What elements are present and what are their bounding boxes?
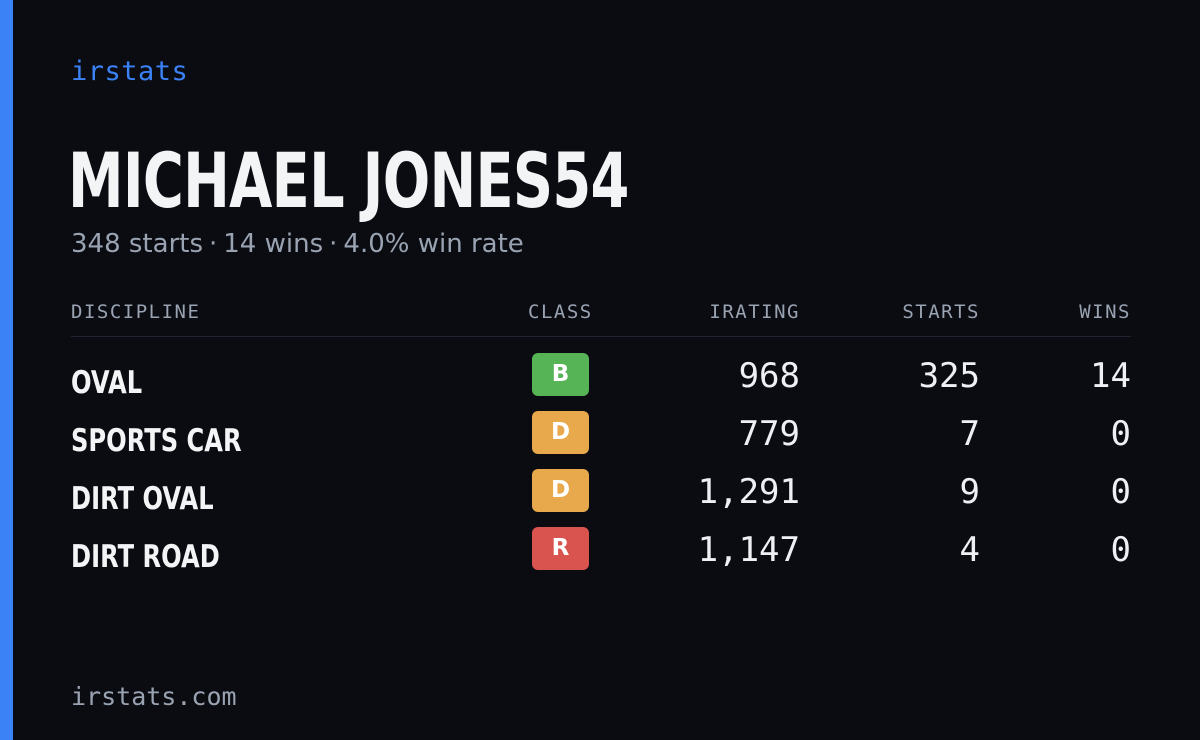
- table-row: OVAL B 968 325 14: [71, 353, 1131, 411]
- column-header-class: CLASS: [528, 301, 593, 323]
- win-rate: 4.0% win rate: [343, 229, 523, 259]
- brand-logo: irstats: [71, 56, 188, 87]
- wins-value: 14: [1090, 356, 1131, 396]
- table-row: SPORTS CAR D 779 7 0: [71, 411, 1131, 469]
- wins-value: 0: [1111, 414, 1131, 454]
- discipline-name: SPORTS CAR: [71, 423, 242, 459]
- table-row: DIRT ROAD R 1,147 4 0: [71, 527, 1131, 585]
- wins-value: 0: [1111, 472, 1131, 512]
- driver-summary: 348 starts · 14 wins · 4.0% win rate: [71, 229, 524, 259]
- separator-dot: ·: [329, 229, 337, 259]
- discipline-name: DIRT ROAD: [71, 539, 220, 575]
- irating-value: 968: [739, 356, 800, 396]
- class-badge: R: [532, 527, 589, 570]
- class-badge: B: [532, 353, 589, 396]
- starts-value: 7: [960, 414, 980, 454]
- starts-count: 348 starts: [71, 229, 203, 259]
- column-header-discipline: DISCIPLINE: [71, 301, 200, 323]
- class-badge: D: [532, 411, 589, 454]
- license-table: DISCIPLINE CLASS IRATING STARTS WINS OVA…: [71, 298, 1131, 585]
- table-row: DIRT OVAL D 1,291 9 0: [71, 469, 1131, 527]
- table-header: DISCIPLINE CLASS IRATING STARTS WINS: [71, 298, 1131, 337]
- irating-value: 1,291: [698, 472, 800, 512]
- wins-value: 0: [1111, 530, 1131, 570]
- column-header-irating: IRATING: [709, 301, 800, 323]
- discipline-name: DIRT OVAL: [71, 481, 214, 517]
- starts-value: 9: [960, 472, 980, 512]
- separator-dot: ·: [209, 229, 217, 259]
- discipline-name: OVAL: [71, 365, 142, 401]
- starts-value: 325: [919, 356, 980, 396]
- class-badge: D: [532, 469, 589, 512]
- starts-value: 4: [960, 530, 980, 570]
- column-header-starts: STARTS: [902, 301, 980, 323]
- driver-name: MICHAEL JONES54: [68, 136, 629, 225]
- footer-url: irstats.com: [71, 682, 237, 711]
- wins-count: 14 wins: [223, 229, 323, 259]
- column-header-wins: WINS: [1079, 301, 1131, 323]
- irating-value: 779: [739, 414, 800, 454]
- table-body: OVAL B 968 325 14 SPORTS CAR D 779 7 0 D…: [71, 353, 1131, 585]
- accent-bar: [0, 0, 13, 740]
- irating-value: 1,147: [698, 530, 800, 570]
